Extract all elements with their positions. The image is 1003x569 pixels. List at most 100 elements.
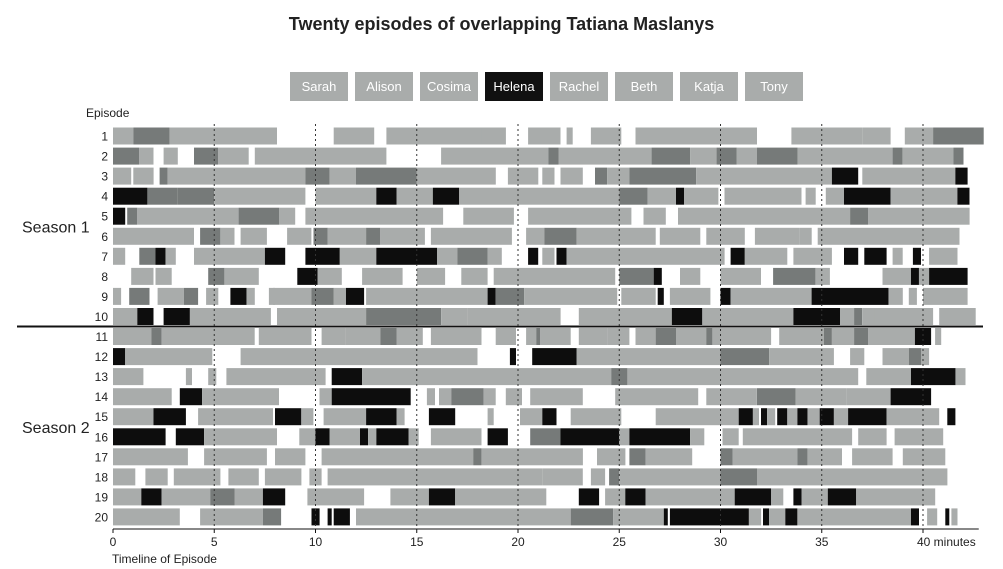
segment bbox=[542, 167, 555, 185]
highlight-segment bbox=[629, 428, 640, 446]
segment bbox=[793, 247, 832, 265]
segment bbox=[744, 247, 788, 265]
segment bbox=[524, 287, 618, 305]
segment bbox=[720, 448, 733, 466]
character-button-tony[interactable]: Tony bbox=[745, 72, 803, 101]
segment bbox=[888, 287, 903, 305]
character-button-helena[interactable]: Helena bbox=[485, 72, 543, 101]
segment bbox=[886, 408, 940, 426]
segment bbox=[528, 127, 561, 145]
segment bbox=[530, 388, 583, 406]
segment bbox=[724, 187, 802, 205]
segment bbox=[268, 287, 275, 305]
character-button-alison[interactable]: Alison bbox=[355, 72, 413, 101]
segment bbox=[145, 468, 168, 486]
segment bbox=[627, 368, 859, 386]
character-button-rachel[interactable]: Rachel bbox=[550, 72, 608, 101]
segment bbox=[206, 287, 219, 305]
segment bbox=[113, 247, 126, 265]
segment bbox=[165, 247, 176, 265]
segment bbox=[526, 227, 545, 245]
highlight-segment bbox=[376, 247, 438, 265]
segment bbox=[754, 227, 800, 245]
highlight-segment bbox=[163, 308, 190, 325]
segment bbox=[720, 348, 770, 366]
segment bbox=[615, 388, 699, 406]
segment bbox=[902, 448, 946, 466]
segment bbox=[862, 127, 891, 145]
segment bbox=[113, 227, 194, 245]
segment bbox=[307, 488, 365, 506]
segment bbox=[333, 127, 375, 145]
segment bbox=[194, 147, 219, 165]
segment bbox=[605, 488, 626, 506]
segment bbox=[722, 428, 739, 446]
segment bbox=[459, 187, 620, 205]
segment bbox=[210, 488, 235, 506]
segment bbox=[204, 448, 267, 466]
segment bbox=[366, 308, 441, 325]
highlight-segment bbox=[793, 488, 802, 506]
segment bbox=[200, 227, 221, 245]
highlight-segment bbox=[653, 267, 662, 285]
segment bbox=[202, 388, 279, 406]
segment bbox=[228, 468, 259, 486]
highlight-segment bbox=[720, 287, 731, 305]
segment bbox=[396, 187, 433, 205]
episode-label: 3 bbox=[101, 170, 108, 184]
segment bbox=[918, 267, 929, 285]
segment bbox=[542, 247, 555, 265]
segment bbox=[430, 428, 482, 446]
segment bbox=[862, 167, 956, 185]
season-label: Season 2 bbox=[22, 420, 90, 437]
segment bbox=[787, 408, 798, 426]
highlight-segment bbox=[763, 508, 770, 526]
highlight-segment bbox=[560, 428, 620, 446]
segment bbox=[473, 448, 482, 466]
segment bbox=[129, 287, 150, 305]
highlight-segment bbox=[831, 167, 859, 185]
highlight-segment bbox=[141, 488, 162, 506]
character-button-sarah[interactable]: Sarah bbox=[290, 72, 348, 101]
highlight-segment bbox=[777, 408, 788, 426]
highlight-segment bbox=[890, 388, 932, 406]
segment bbox=[208, 368, 217, 386]
segment bbox=[321, 448, 474, 466]
segment bbox=[595, 167, 608, 185]
highlight-segment bbox=[945, 508, 950, 526]
segment bbox=[892, 247, 903, 265]
episode-label: 13 bbox=[95, 370, 109, 384]
segment bbox=[125, 348, 213, 366]
segment bbox=[147, 187, 178, 205]
episode-label: 5 bbox=[101, 210, 108, 224]
segment bbox=[493, 267, 616, 285]
segment bbox=[113, 488, 142, 506]
segment bbox=[850, 207, 869, 225]
segment bbox=[856, 488, 936, 506]
highlight-segment bbox=[509, 348, 516, 366]
segment bbox=[366, 287, 488, 305]
segment bbox=[137, 207, 239, 225]
segment bbox=[757, 388, 796, 406]
segment bbox=[416, 167, 496, 185]
segment bbox=[416, 267, 446, 285]
segment bbox=[736, 147, 757, 165]
x-tick-label: 10 bbox=[309, 535, 323, 549]
segment bbox=[526, 328, 537, 345]
segment bbox=[548, 147, 559, 165]
character-button-katja[interactable]: Katja bbox=[680, 72, 738, 101]
segment bbox=[200, 508, 263, 526]
segment bbox=[327, 468, 543, 486]
character-button-cosima[interactable]: Cosima bbox=[420, 72, 478, 101]
highlight-segment bbox=[912, 247, 921, 265]
segment bbox=[748, 508, 762, 526]
segment bbox=[218, 147, 249, 165]
segment bbox=[457, 247, 488, 265]
segment bbox=[113, 167, 132, 185]
segment bbox=[277, 308, 367, 325]
segment bbox=[607, 328, 630, 345]
segment bbox=[113, 388, 172, 406]
segment bbox=[576, 348, 721, 366]
character-button-beth[interactable]: Beth bbox=[615, 72, 673, 101]
x-axis-label: Timeline of Episode bbox=[112, 552, 217, 566]
